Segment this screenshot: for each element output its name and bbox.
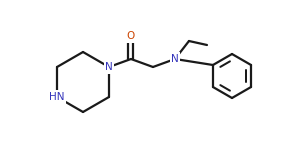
Text: N: N [105, 62, 113, 72]
Text: O: O [127, 31, 135, 41]
Text: HN: HN [49, 92, 65, 102]
Text: N: N [171, 54, 179, 64]
